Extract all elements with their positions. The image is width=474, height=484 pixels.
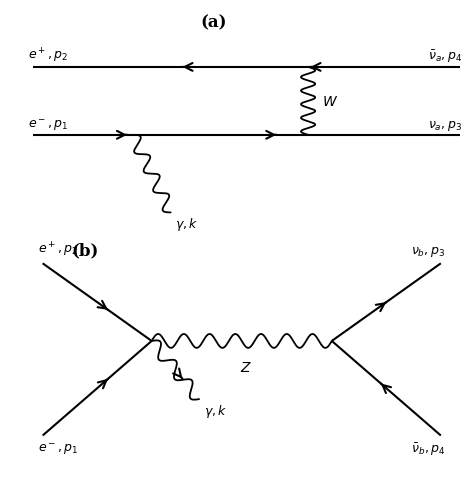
Text: $\nu_b, p_3$: $\nu_b, p_3$	[411, 245, 446, 259]
Text: $e^+, p_2$: $e^+, p_2$	[28, 47, 69, 65]
Text: $e^+, p_2$: $e^+, p_2$	[38, 241, 78, 259]
Text: $\nu_a, p_3$: $\nu_a, p_3$	[428, 119, 462, 133]
Text: $W$: $W$	[322, 95, 338, 108]
Text: (a): (a)	[200, 15, 227, 31]
Text: $\gamma, k$: $\gamma, k$	[175, 215, 199, 232]
Text: (b): (b)	[72, 242, 99, 259]
Text: $Z$: $Z$	[240, 361, 253, 375]
Text: $\gamma, k$: $\gamma, k$	[204, 402, 227, 419]
Text: $\bar{\nu}_a, p_4$: $\bar{\nu}_a, p_4$	[428, 49, 462, 65]
Text: $e^-, p_1$: $e^-, p_1$	[28, 118, 69, 133]
Text: $\bar{\nu}_b, p_4$: $\bar{\nu}_b, p_4$	[411, 440, 446, 457]
Text: $e^-, p_1$: $e^-, p_1$	[38, 440, 78, 456]
